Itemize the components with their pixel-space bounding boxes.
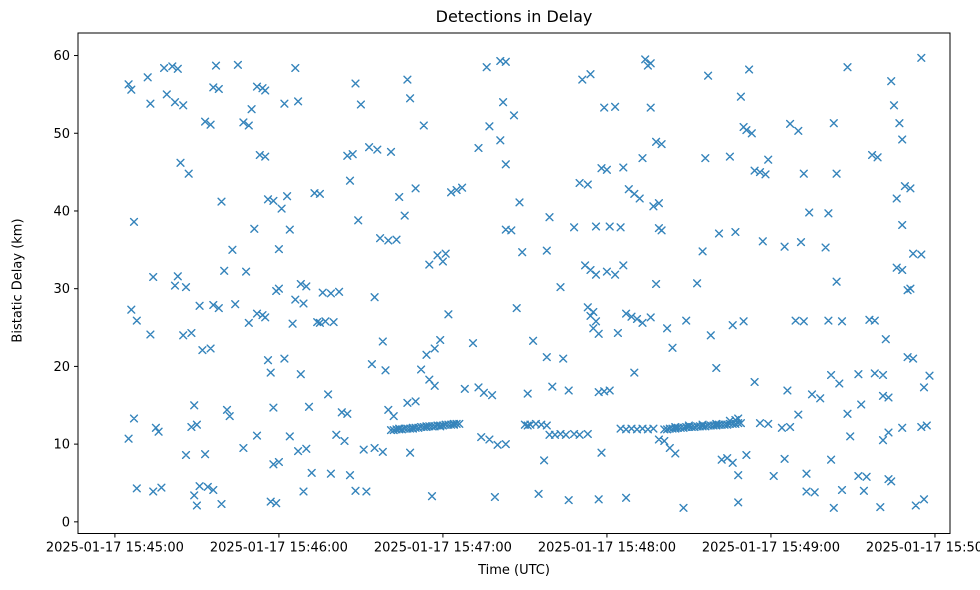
y-tick-label: 30 [53,282,70,297]
x-tick-label: 2025-01-17 15:47:00 [374,541,512,556]
axes-spines [77,32,951,534]
y-tick-label: 10 [53,438,70,453]
y-tick-label: 0 [62,515,70,530]
y-tick-label: 60 [53,49,70,64]
x-tick-label: 2025-01-17 15:45:00 [46,541,184,556]
x-tick-label: 2025-01-17 15:49:00 [702,541,840,556]
x-tick-label: 2025-01-17 15:48:00 [538,541,676,556]
x-tick-label: 2025-01-17 15:50:00 [866,541,980,556]
y-tick-label: 50 [53,127,70,142]
scatter-points [124,53,934,512]
y-tick-label: 40 [53,204,70,219]
y-tick-label: 20 [53,360,70,375]
y-axis-label: Bistatic Delay (km) [10,218,26,343]
chart-title: Detections in Delay [435,7,593,26]
x-axis-label: Time (UTC) [478,563,550,578]
x-tick-label: 2025-01-17 15:46:00 [210,541,348,556]
